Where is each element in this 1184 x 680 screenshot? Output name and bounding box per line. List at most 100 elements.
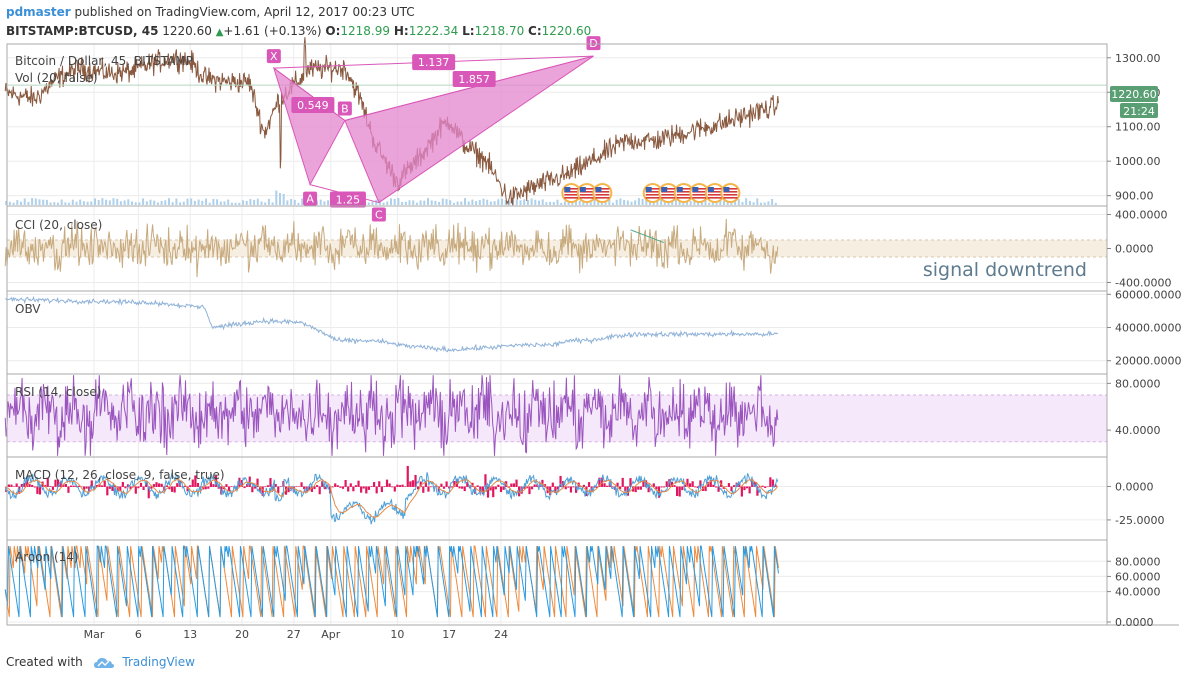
flag-canton (723, 187, 730, 192)
countdown-tag-bg (1120, 103, 1158, 118)
macd-histogram-bar (712, 484, 715, 487)
macd-histogram-bar (189, 485, 192, 487)
macd-histogram-bar (336, 485, 339, 487)
macd-histogram-bar (647, 486, 650, 493)
macd-histogram-bar (603, 483, 606, 487)
x-tick-label: 24 (494, 628, 508, 641)
us-flag-icon[interactable] (658, 183, 679, 203)
volume-bar (493, 201, 496, 205)
volume-bar (674, 199, 677, 205)
macd-histogram-bar (7, 484, 10, 487)
us-flag-icon[interactable] (576, 183, 597, 203)
volume-bar (238, 202, 241, 205)
macd-histogram-bar (256, 478, 259, 487)
y-tick-label: 0.0000 (1115, 480, 1154, 493)
macd-histogram-bar (533, 484, 536, 487)
volume-bar (486, 199, 489, 205)
flag-stripe (707, 194, 722, 196)
ratio-label-bg (291, 96, 335, 113)
flag-stripe (661, 197, 676, 199)
volume-bar (401, 201, 404, 205)
flag-stripe (707, 188, 722, 190)
macd-histogram-bar (494, 486, 497, 490)
volume-bar (515, 199, 518, 205)
macd-histogram-bar (38, 486, 42, 495)
tradingview-link[interactable]: TradingView (122, 655, 195, 669)
volume-bar (752, 202, 755, 205)
volume-bar (534, 199, 537, 205)
macd-histogram-bar (670, 481, 674, 487)
high-value: 1222.34 (408, 24, 459, 38)
macd-histogram-bar (321, 481, 324, 487)
macd-histogram-bar (378, 481, 381, 487)
macd-histogram-bar (36, 486, 39, 494)
volume-bar (190, 198, 193, 205)
macd-histogram-bar (277, 486, 280, 494)
us-flag-icon[interactable] (561, 183, 582, 203)
volume-bar (652, 202, 655, 205)
us-flag-icon[interactable] (673, 183, 694, 203)
volume-bar (23, 198, 26, 205)
macd-histogram-bar (106, 486, 109, 496)
flag-stripe (661, 191, 676, 193)
volume-bar (734, 198, 737, 205)
us-flag-icon[interactable] (592, 183, 613, 203)
signal-downtrend-annotation[interactable]: signal downtrend (923, 259, 1087, 281)
us-flag-icon[interactable] (704, 183, 725, 203)
macd-histogram-bar (512, 483, 516, 487)
macd-histogram-bar (261, 486, 264, 496)
volume-bar (149, 199, 152, 205)
volume-bar (12, 202, 15, 205)
volume-bar (31, 198, 34, 205)
macd-histogram-bar (453, 480, 456, 487)
volume-bar (49, 202, 52, 205)
us-flag-icon[interactable] (720, 183, 741, 203)
macd-histogram-bar (170, 486, 174, 492)
volume-bar (153, 200, 156, 205)
macd-histogram-bar (349, 483, 352, 487)
volume-bar (697, 201, 700, 205)
flag-stripe (579, 188, 594, 190)
macd-histogram-bar (204, 486, 207, 490)
volume-bar (208, 202, 211, 205)
volume-bar (449, 200, 452, 205)
y-tick-label: 900.00 (1115, 190, 1154, 203)
volume-bar (160, 200, 163, 205)
volume-bar (604, 200, 607, 205)
macd-histogram-bar (489, 486, 492, 491)
macd-histogram-bar (437, 486, 440, 492)
flag-stripe (676, 197, 691, 199)
macd-histogram-bar (10, 484, 13, 487)
volume-bar (142, 198, 145, 205)
macd-histogram-bar (111, 486, 114, 491)
macd-histogram-bar (515, 479, 518, 487)
volume-bar (57, 202, 59, 205)
volume-bar (253, 199, 256, 205)
volume-bar (171, 202, 174, 205)
macd-histogram-bar (554, 486, 557, 494)
macd-histogram-bar (12, 486, 16, 488)
x-tick-label: 6 (135, 628, 142, 641)
author-link[interactable]: pdmaster (6, 5, 71, 19)
macd-histogram-bar (634, 486, 637, 493)
volume-bar (489, 201, 492, 205)
macd-histogram-bar (308, 486, 311, 491)
us-flag-icon[interactable] (642, 183, 663, 203)
bar-countdown: 21:24 (1123, 105, 1155, 118)
volume-bar (97, 200, 100, 205)
us-flag-icon[interactable] (689, 183, 710, 203)
macd-histogram-bar (587, 482, 591, 487)
volume-bar (371, 201, 374, 205)
macd-histogram-bar (704, 486, 707, 492)
macd-histogram-bar (499, 486, 503, 493)
macd-histogram-bar (59, 481, 62, 487)
volume-bar (563, 201, 566, 205)
flag-canton (707, 187, 714, 192)
volume-bar (219, 201, 222, 205)
macd-histogram-bar (49, 486, 52, 487)
macd-histogram-bar (103, 480, 106, 487)
volume-bar (60, 199, 63, 205)
macd-histogram-bar (212, 484, 215, 487)
flag-stripe (564, 194, 579, 196)
